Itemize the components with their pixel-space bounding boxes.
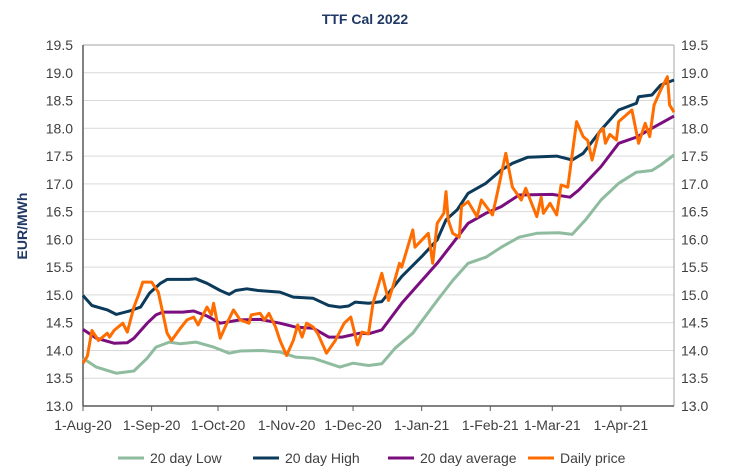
legend-item: 20 day Low — [118, 450, 222, 466]
y-tick-label-right: 19.5 — [681, 37, 708, 53]
series-line-20-day-high — [81, 78, 675, 316]
y-tick-label-right: 15.0 — [681, 287, 708, 303]
y-tick-label-left: 19.0 — [46, 65, 73, 81]
legend-item: Daily price — [528, 450, 626, 466]
legend-item: 20 day High — [253, 450, 360, 466]
y-tick-label-right: 15.5 — [681, 259, 708, 275]
axes — [82, 45, 675, 411]
y-tick-label-left: 14.5 — [46, 315, 73, 331]
y-tick-label-left: 18.0 — [46, 120, 73, 136]
legend-label: 20 day Low — [150, 450, 222, 466]
x-tick-label: 1-Nov-20 — [258, 417, 316, 433]
y-tick-label-right: 16.0 — [681, 231, 708, 247]
y-tick-label-right: 13.0 — [681, 398, 708, 414]
tick-labels: 13.0 13.0 13.5 13.5 14.0 14.0 14.5 14.5 15.0 15.0… — [46, 37, 709, 433]
y-tick-label-left: 16.0 — [46, 231, 73, 247]
y-tick-label-left: 13.0 — [46, 398, 73, 414]
y-tick-label-right: 14.5 — [681, 315, 708, 331]
y-tick-label-right: 17.0 — [681, 176, 708, 192]
y-tick-label-left: 17.5 — [46, 148, 73, 164]
x-tick-label: 1-Aug-20 — [54, 417, 112, 433]
legend-label: 20 day average — [420, 450, 517, 466]
x-tick-label: 1-Apr-21 — [594, 417, 649, 433]
y-tick-label-left: 17.0 — [46, 176, 73, 192]
y-tick-label-right: 17.5 — [681, 148, 708, 164]
legend: 20 day Low 20 day High 20 day average Daily… — [118, 450, 626, 466]
y-tick-label-right: 16.5 — [681, 204, 708, 220]
y-tick-label-left: 19.5 — [46, 37, 73, 53]
x-tick-label: 1-Jan-21 — [394, 417, 449, 433]
x-tick-label: 1-Mar-21 — [524, 417, 581, 433]
x-tick-label: 1-Dec-20 — [324, 417, 382, 433]
series-lines — [81, 75, 676, 375]
x-tick-label: 1-Sep-20 — [123, 417, 181, 433]
y-tick-label-left: 15.0 — [46, 287, 73, 303]
x-tick-label: 1-Feb-21 — [462, 417, 519, 433]
y-tick-label-right: 18.0 — [681, 120, 708, 136]
y-tick-label-right: 14.0 — [681, 342, 708, 358]
y-tick-label-left: 15.5 — [46, 259, 73, 275]
y-axis-label: EUR/MWh — [14, 193, 30, 260]
legend-label: Daily price — [560, 450, 626, 466]
legend-item: 20 day average — [388, 450, 517, 466]
series-line-20-day-low — [82, 153, 675, 375]
series-line-20-day-average — [82, 114, 675, 345]
y-tick-label-right: 18.5 — [681, 93, 708, 109]
y-tick-label-left: 16.5 — [46, 204, 73, 220]
y-tick-label-left: 14.0 — [46, 342, 73, 358]
y-tick-label-right: 13.5 — [681, 370, 708, 386]
gridlines — [83, 44, 674, 379]
y-tick-label-left: 13.5 — [46, 370, 73, 386]
legend-label: 20 day High — [285, 450, 360, 466]
y-tick-label-left: 18.5 — [46, 93, 73, 109]
series-line-daily-price — [81, 75, 676, 364]
x-tick-label: 1-Oct-20 — [191, 417, 246, 433]
chart-title: TTF Cal 2022 — [322, 11, 409, 27]
y-tick-label-right: 19.0 — [681, 65, 708, 81]
